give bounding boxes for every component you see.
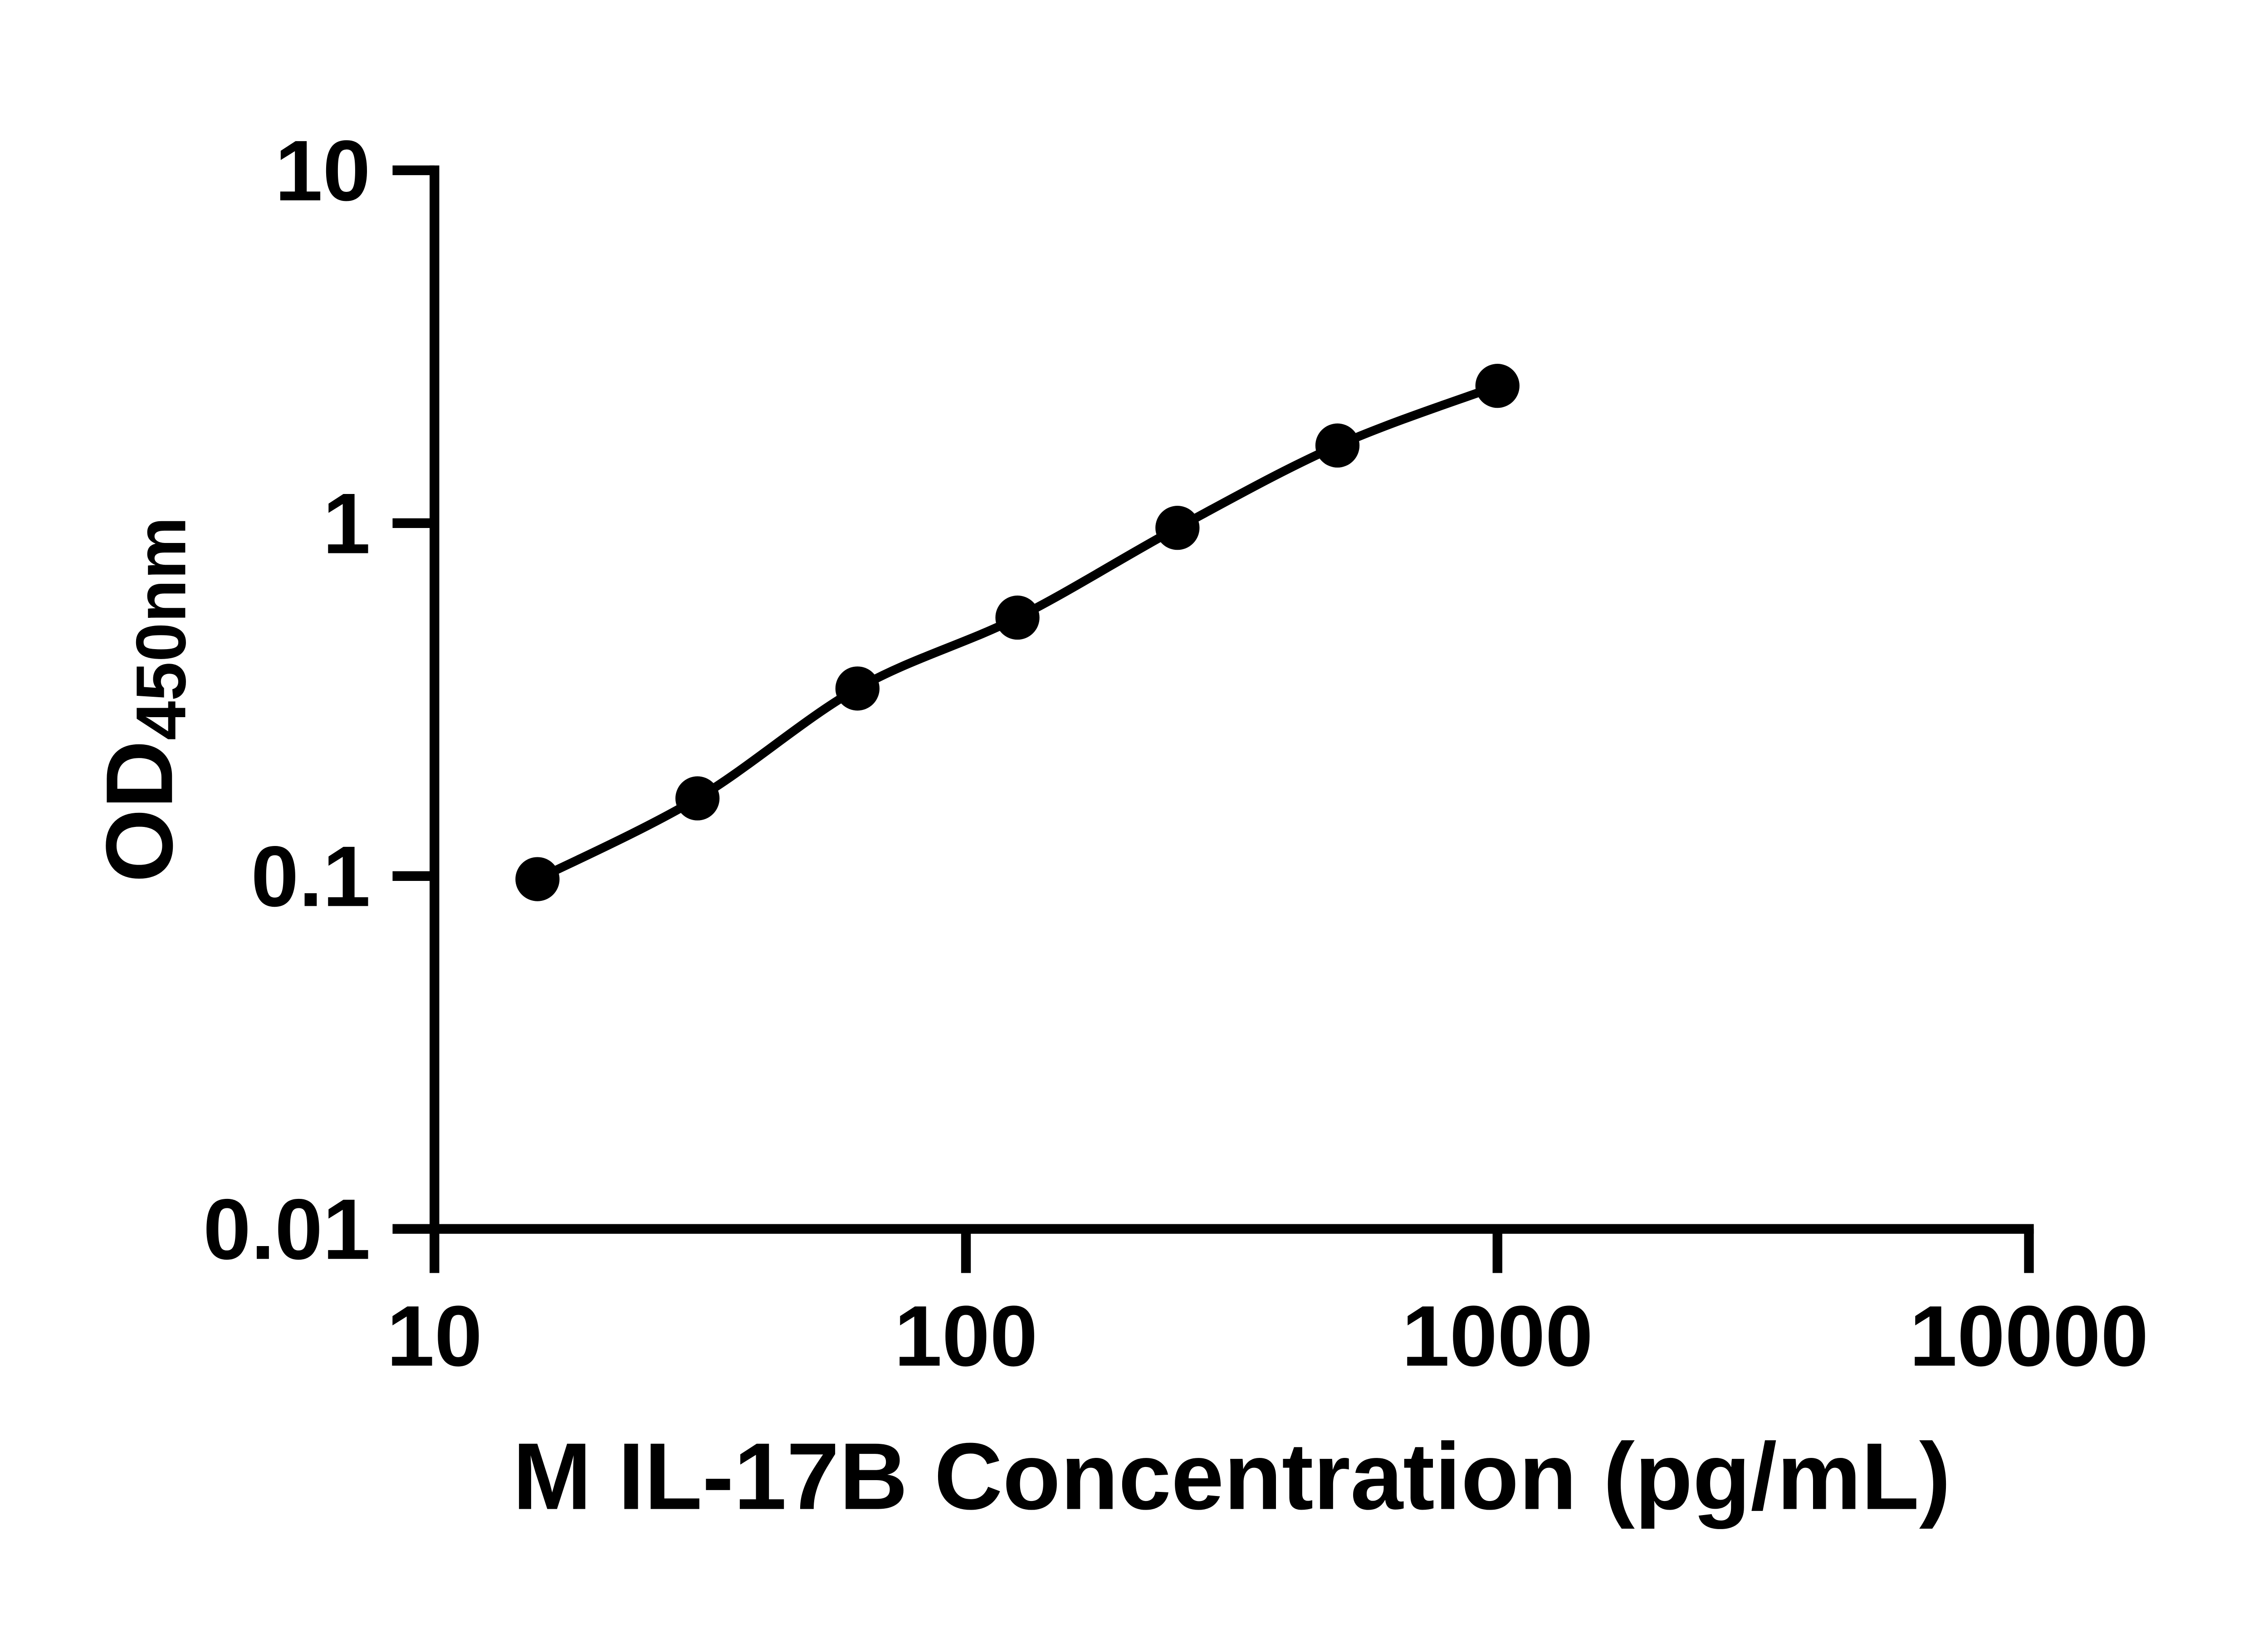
data-point	[1155, 506, 1200, 550]
x-axis-ticks	[430, 1229, 2034, 1273]
data-point	[835, 666, 880, 711]
data-points	[515, 364, 1520, 901]
x-tick-label: 10000	[1909, 1288, 2148, 1384]
y-axis-tick-labels: 10 1 0.1 0.01	[203, 123, 371, 1278]
x-tick-label: 100	[894, 1288, 1037, 1384]
y-tick-label: 1	[323, 475, 370, 572]
y-axis-title: OD450nm	[87, 517, 200, 883]
data-point	[1475, 364, 1520, 408]
y-tick-label: 10	[275, 123, 371, 219]
plot-area: 10 1 0.1 0.01 10 100 1000 10000	[203, 123, 2149, 1384]
data-point	[675, 776, 720, 821]
x-tick-label: 1000	[1402, 1288, 1593, 1384]
y-tick-label: 0.1	[251, 828, 371, 924]
x-axis-title: M IL-17B Concentration (pg/mL)	[513, 1424, 1950, 1530]
x-tick-label: 10	[386, 1288, 482, 1384]
data-point	[515, 857, 560, 901]
y-tick-label: 0.01	[203, 1181, 371, 1277]
y-axis-ticks	[392, 165, 435, 1234]
data-point	[1315, 423, 1360, 468]
data-point	[995, 595, 1040, 640]
x-axis-tick-labels: 10 100 1000 10000	[386, 1288, 2148, 1384]
